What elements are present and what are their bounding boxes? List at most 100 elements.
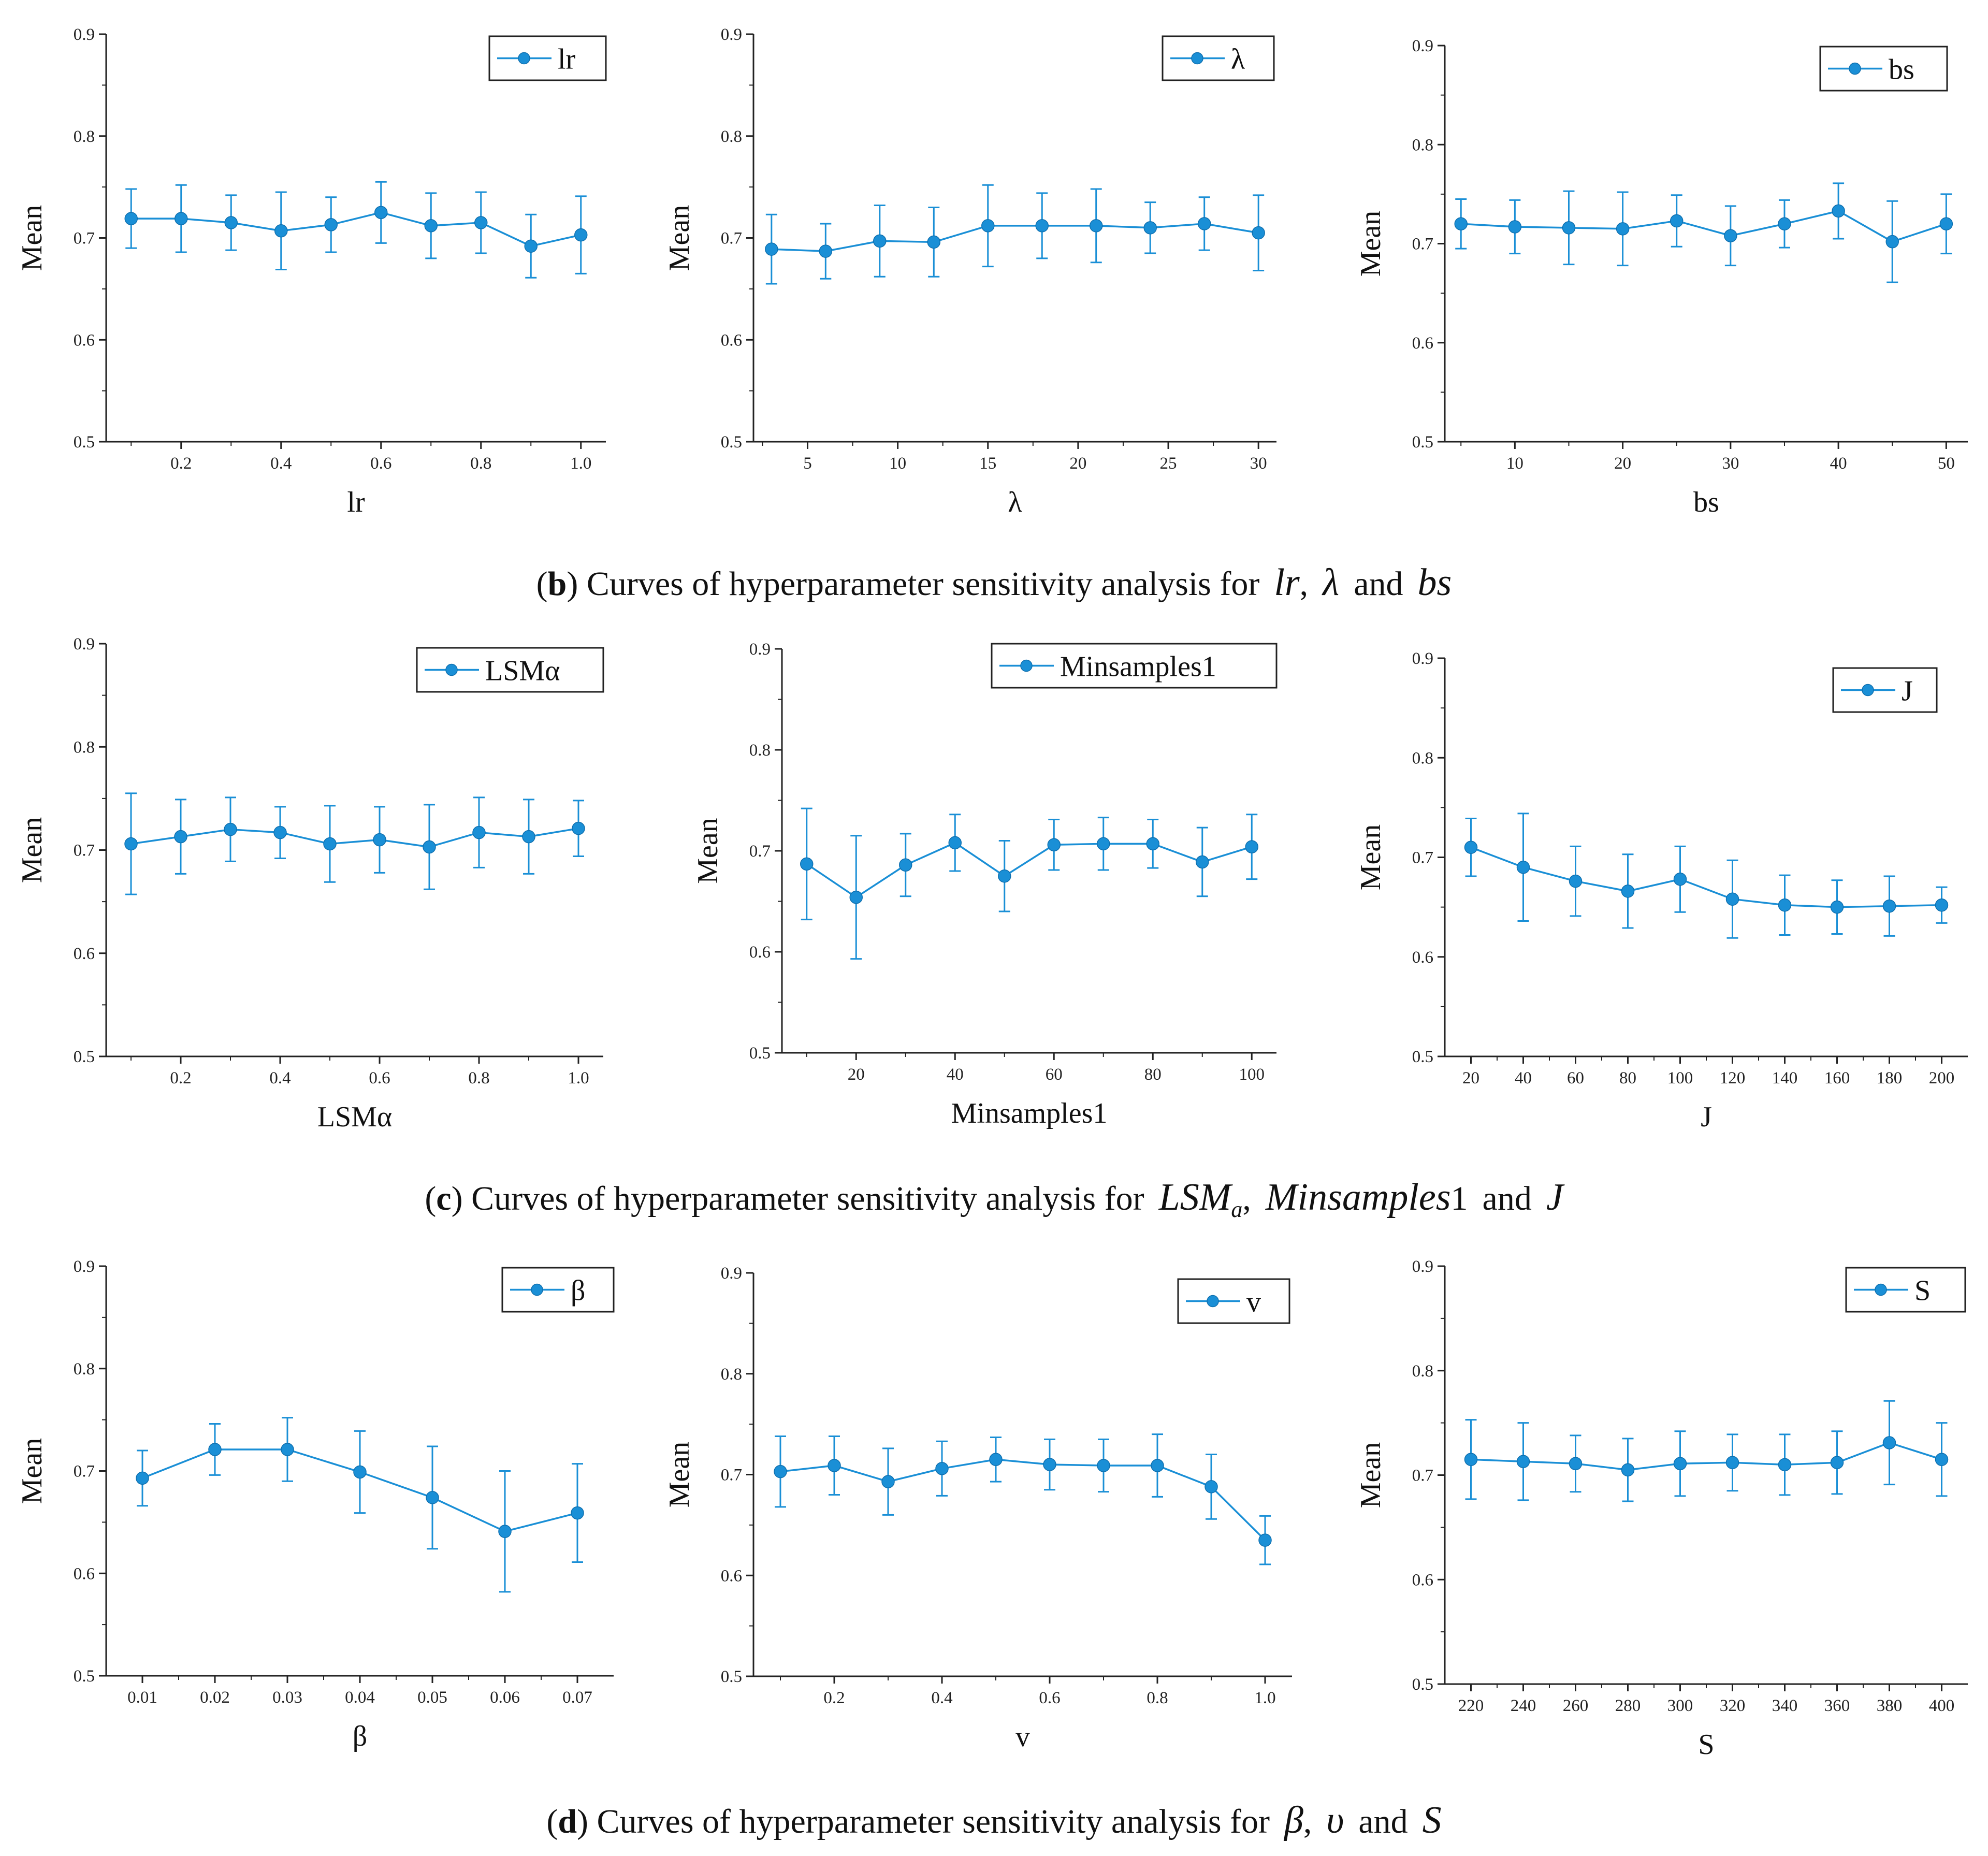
- series-line: [130, 827, 579, 848]
- x-tick-label: 0.03: [272, 1688, 302, 1707]
- x-tick-label: 5: [803, 454, 812, 473]
- x-tick-label: 20: [1462, 1069, 1479, 1088]
- x-tick-label: 25: [1160, 454, 1177, 473]
- x-tick-label: 320: [1720, 1697, 1746, 1715]
- x-tick-label: 30: [1722, 454, 1739, 473]
- x-tick-label: 0.4: [270, 454, 292, 473]
- y-tick-label: 0.7: [721, 1466, 742, 1485]
- x-axis-label: λ: [1008, 486, 1022, 518]
- data-point: [1143, 221, 1157, 235]
- caption-b-label: b: [547, 565, 567, 603]
- data-point: [1035, 219, 1049, 233]
- x-axis-label: v: [1015, 1721, 1030, 1753]
- y-tick-label: 0.9: [721, 25, 742, 44]
- data-point: [524, 239, 538, 253]
- data-point: [208, 1443, 222, 1456]
- x-tick-label: 0.06: [490, 1688, 520, 1707]
- data-point: [324, 218, 338, 231]
- caption-d-sym3: S: [1422, 1799, 1442, 1842]
- y-tick-label: 0.5: [721, 433, 742, 452]
- y-tick-label: 0.7: [749, 842, 771, 861]
- data-point: [174, 830, 187, 844]
- data-point: [1939, 217, 1953, 230]
- x-tick-label: 360: [1824, 1697, 1850, 1715]
- data-point: [1673, 873, 1687, 886]
- caption-c-and: and: [1482, 1180, 1532, 1217]
- y-tick-label: 0.8: [74, 1360, 95, 1379]
- legend-marker: [531, 1283, 543, 1296]
- data-point: [873, 234, 887, 248]
- y-tick-label: 0.5: [1412, 433, 1433, 452]
- data-point: [1885, 235, 1899, 249]
- data-point: [224, 822, 237, 836]
- caption-d-comma: ,: [1303, 1803, 1312, 1840]
- y-tick-label: 0.5: [721, 1668, 742, 1686]
- data-point: [1516, 860, 1530, 874]
- x-tick-label: 0.01: [127, 1688, 157, 1707]
- x-tick-label: 0.04: [345, 1688, 375, 1707]
- x-tick-label: 300: [1667, 1697, 1693, 1715]
- x-tick-label: 180: [1877, 1069, 1903, 1088]
- x-tick-label: 20: [1614, 454, 1631, 473]
- data-point: [124, 212, 138, 225]
- y-tick-label: 0.8: [1412, 136, 1433, 154]
- data-point: [1043, 1458, 1056, 1471]
- x-axis-label: J: [1701, 1101, 1712, 1133]
- y-tick-label: 0.5: [74, 1667, 95, 1686]
- data-point: [574, 228, 588, 242]
- y-tick-label: 0.8: [74, 127, 95, 146]
- y-axis-label: Mean: [1355, 1442, 1387, 1509]
- x-tick-label: 0.8: [468, 1069, 489, 1088]
- legend-marker: [1849, 62, 1861, 75]
- x-tick-label: 40: [947, 1065, 964, 1084]
- legend-label: S: [1914, 1275, 1931, 1307]
- x-axis-label: β: [353, 1720, 368, 1752]
- caption-d-sym1: β: [1284, 1799, 1303, 1842]
- legend-label: v: [1246, 1286, 1261, 1318]
- caption-b-comma: ,: [1299, 565, 1309, 603]
- x-tick-label: 0.4: [269, 1069, 291, 1088]
- legend-marker: [1020, 659, 1033, 672]
- x-tick-label: 100: [1667, 1069, 1693, 1088]
- x-tick-label: 0.6: [370, 454, 391, 473]
- data-point: [374, 206, 388, 220]
- x-tick-label: 0.2: [170, 454, 192, 473]
- caption-c-sym1: LSM: [1158, 1176, 1231, 1219]
- legend-marker: [1191, 52, 1203, 65]
- data-point: [1151, 1459, 1164, 1472]
- legend-marker: [445, 663, 458, 676]
- x-tick-label: 0.8: [470, 454, 491, 473]
- data-point: [1464, 840, 1478, 854]
- chart-nu: 0.5 0.6 0.7 0.8 0.9 0.2 0.4 0.6 0.8 1.0 Mean v v: [663, 1264, 1292, 1753]
- caption-b-sym1: lr: [1274, 561, 1300, 604]
- x-tick-label: 80: [1619, 1069, 1636, 1088]
- y-axis-label: Mean: [692, 818, 724, 884]
- y-tick-label: 0.7: [1412, 235, 1433, 254]
- data-point: [981, 219, 995, 233]
- y-tick-label: 0.6: [1412, 1571, 1433, 1589]
- x-tick-label: 140: [1772, 1069, 1798, 1088]
- x-tick-label: 40: [1515, 1069, 1532, 1088]
- chart-J: 0.5 0.6 0.7 0.8 0.9 20 40 60 80 100 120 140 160 180 20…: [1355, 649, 1968, 1133]
- data-point: [1464, 1453, 1478, 1466]
- x-tick-label: 340: [1772, 1697, 1798, 1715]
- x-tick-label: 220: [1458, 1697, 1484, 1715]
- y-tick-label: 0.7: [1412, 1467, 1433, 1485]
- x-tick-label: 100: [1239, 1065, 1265, 1084]
- data-point: [1670, 214, 1684, 228]
- data-point: [498, 1525, 512, 1538]
- data-point: [998, 869, 1011, 883]
- x-tick-label: 380: [1877, 1697, 1903, 1715]
- x-axis-label: S: [1698, 1729, 1714, 1761]
- legend-marker: [1207, 1295, 1219, 1308]
- y-tick-label: 0.6: [74, 331, 95, 350]
- caption-d: (d) Curves of hyperparameter sensitivity…: [546, 1799, 1442, 1842]
- y-tick-label: 0.7: [74, 1462, 95, 1481]
- data-point: [474, 216, 488, 229]
- caption-b-and: and: [1354, 565, 1403, 603]
- caption-c-sym2: Minsamples: [1265, 1176, 1451, 1219]
- y-axis-label: Mean: [1355, 824, 1387, 891]
- y-tick-label: 0.6: [721, 1567, 742, 1585]
- x-tick-label: 80: [1144, 1065, 1162, 1084]
- data-point: [472, 825, 486, 839]
